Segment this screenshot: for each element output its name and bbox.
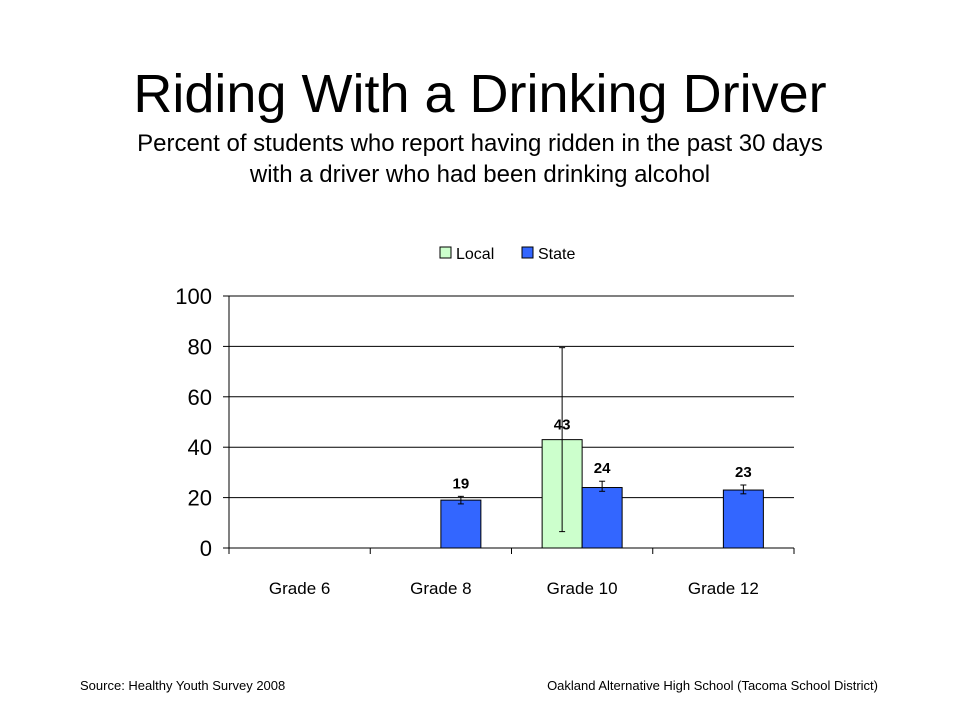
bars <box>440 439 764 549</box>
legend: Local State <box>439 246 575 263</box>
data-label: 19 <box>453 475 470 492</box>
axes <box>223 295 795 554</box>
subtitle-line-1: Percent of students who report having ri… <box>137 130 823 157</box>
x-tick-label: Grade 12 <box>688 579 759 598</box>
chart-subtitle: Percent of students who report having ri… <box>0 128 960 190</box>
x-tick-label: Grade 6 <box>269 579 330 598</box>
legend-swatch <box>439 246 452 259</box>
y-tick-label: 60 <box>188 385 212 410</box>
y-tick-label: 100 <box>175 284 212 309</box>
y-tick-label: 40 <box>188 435 212 460</box>
data-label: 43 <box>554 417 571 434</box>
bar <box>581 487 623 549</box>
source-note: Source: Healthy Youth Survey 2008 <box>80 678 286 693</box>
x-tick-label: Grade 8 <box>410 579 471 598</box>
data-label: 24 <box>594 460 611 477</box>
y-tick-label: 20 <box>188 486 212 511</box>
legend-label: Local <box>456 246 494 263</box>
x-tick-label: Grade 10 <box>547 579 618 598</box>
school-note: Oakland Alternative High School (Tacoma … <box>547 678 878 693</box>
error-bars <box>457 347 747 533</box>
legend-swatch <box>521 246 534 259</box>
bar <box>440 499 482 549</box>
data-label: 23 <box>735 464 752 481</box>
subtitle-line-2: with a driver who had been drinking alco… <box>249 161 711 188</box>
y-tick-label: 80 <box>188 334 212 359</box>
y-tick-label: 0 <box>200 536 212 561</box>
chart-title: Riding With a Drinking Driver <box>133 64 827 124</box>
bar <box>722 489 764 549</box>
gridlines <box>229 295 794 499</box>
labels: 0 20 40 60 80 100 Grade 6 Grade 8 Grade 10 Grade … <box>175 284 759 598</box>
legend-label: State <box>538 246 575 263</box>
